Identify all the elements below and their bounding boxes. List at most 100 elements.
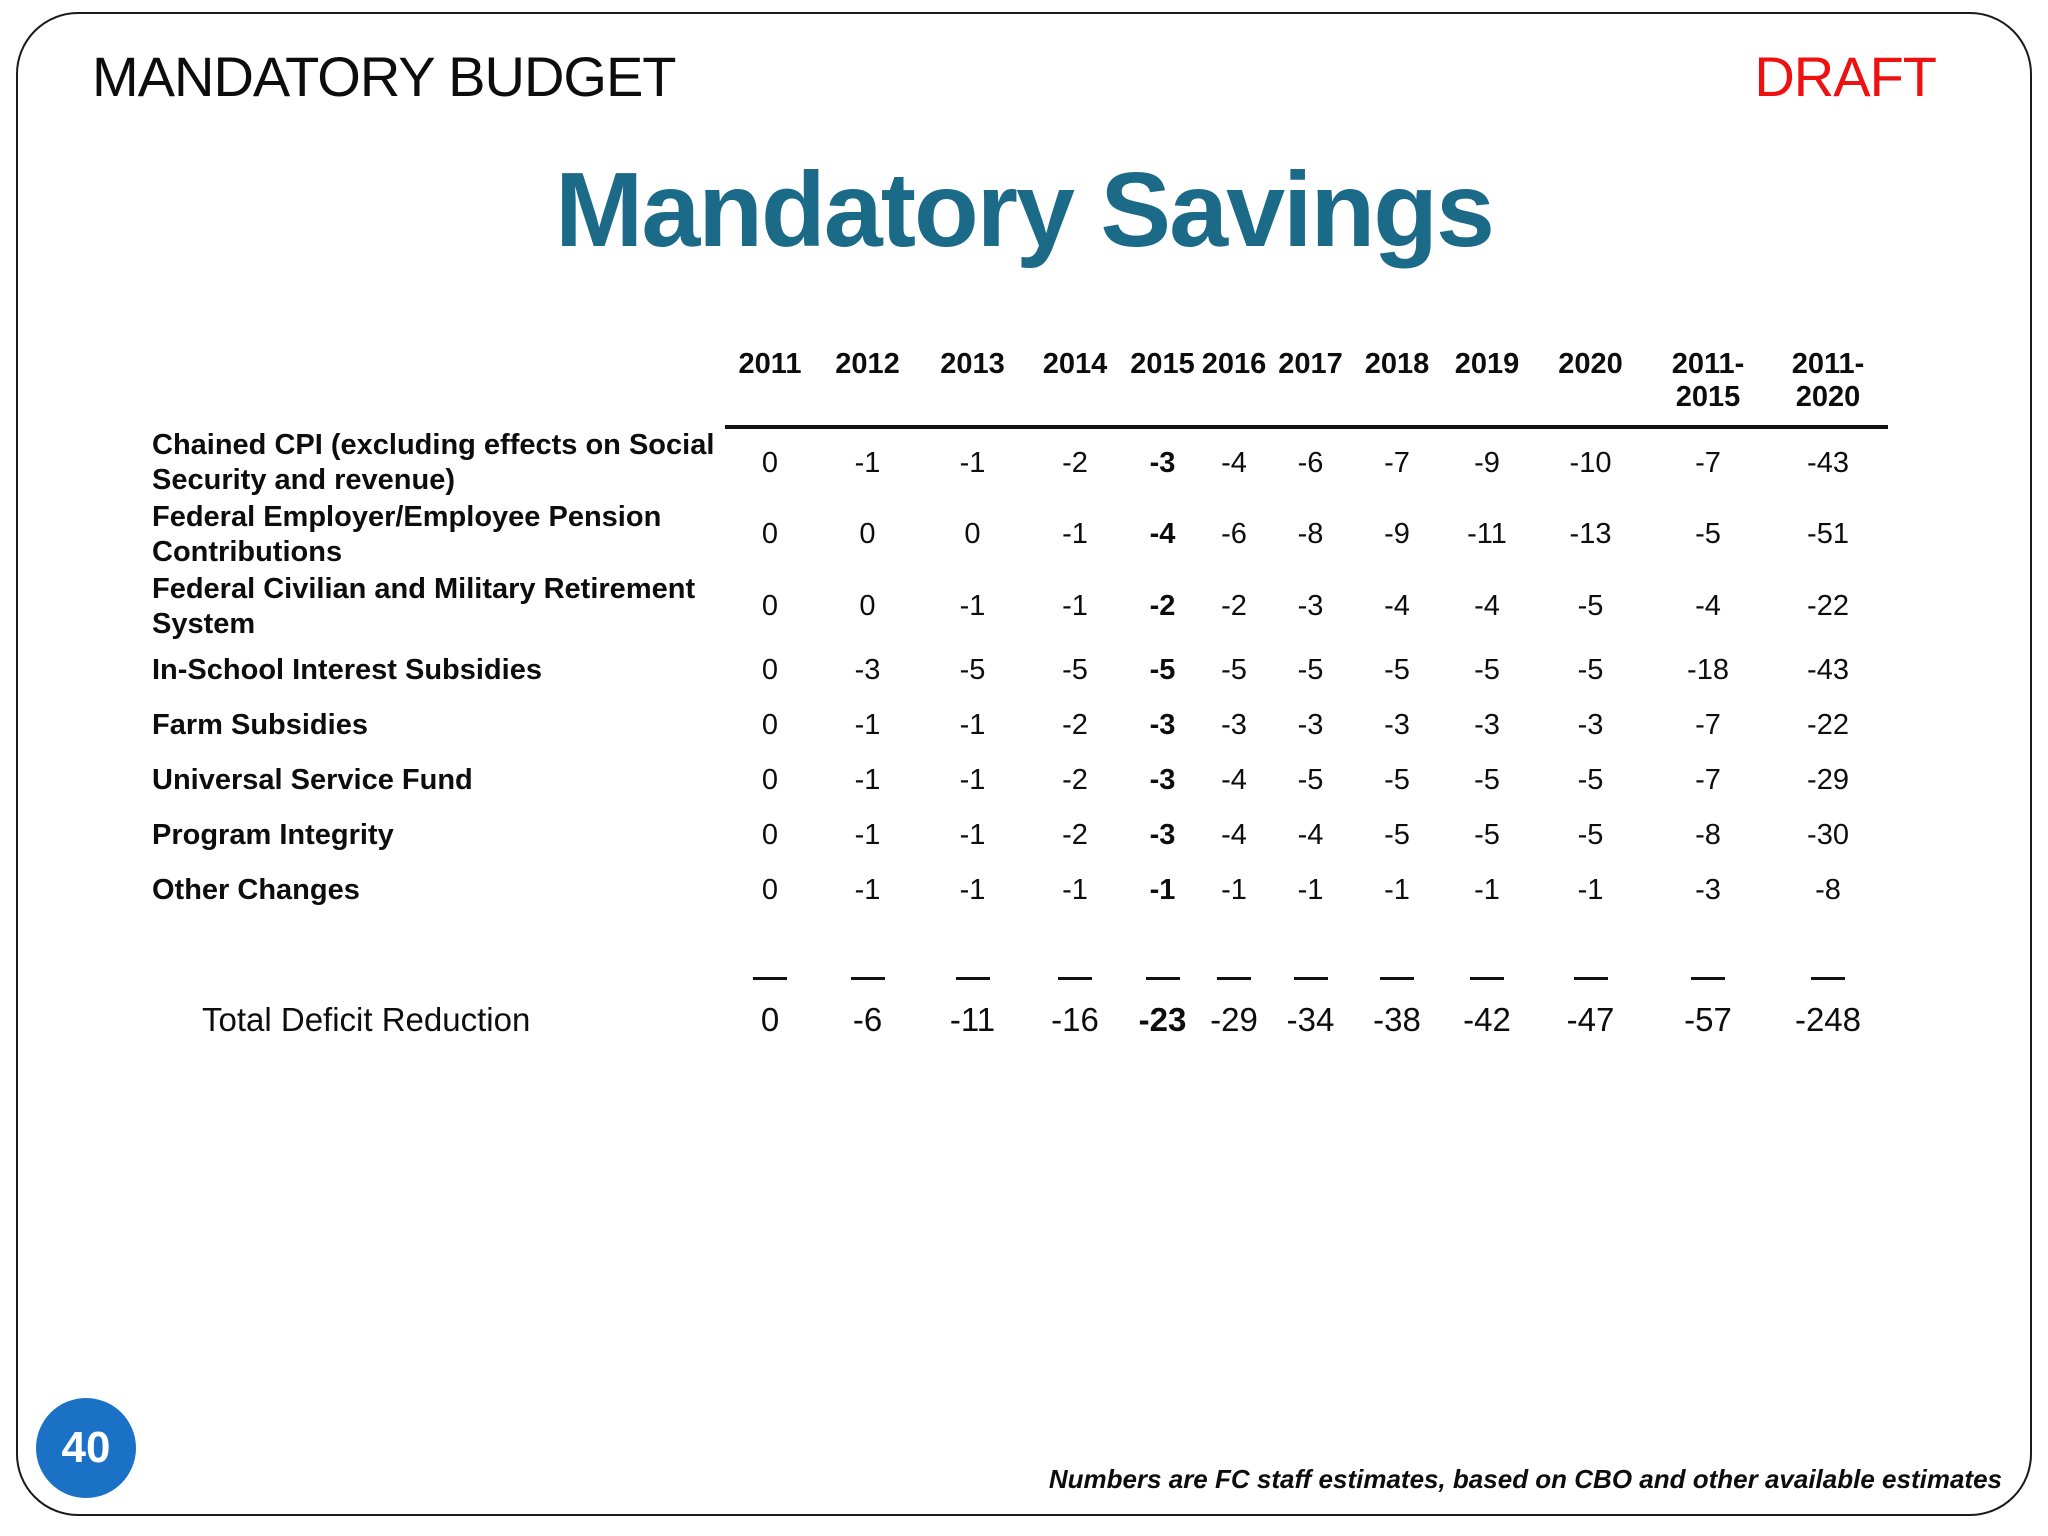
column-header: 2014 (1025, 348, 1125, 429)
cell-value: -1 (1062, 873, 1088, 906)
row-label: Program Integrity (152, 818, 394, 851)
sum-line-dash (1058, 976, 1092, 980)
total-cell-value: -6 (852, 1000, 883, 1038)
total-cell-value: -23 (1138, 1000, 1187, 1038)
table-header-row: 2011 2012 2013 2014 2015 2016 2017 2018 2019 2020… (150, 348, 1888, 429)
cell-value: -1 (854, 447, 881, 480)
cell-value: -9 (1384, 518, 1410, 551)
sum-line-dash (955, 976, 990, 980)
cell-value: -5 (1577, 590, 1604, 623)
row-label: Federal Employer/Employee Pension Contri… (152, 500, 662, 568)
cell-value: -1 (1384, 873, 1410, 906)
savings-table: 2011 2012 2013 2014 2015 2016 2017 2018 2019 2020… (150, 348, 1888, 1050)
sum-line-empty (150, 918, 725, 990)
cell-value: 0 (761, 447, 779, 480)
sum-line-cell (1025, 918, 1125, 990)
row-label: Universal Service Fund (152, 763, 473, 796)
cell-value: -8 (1695, 818, 1721, 851)
cell-value: -5 (1577, 818, 1604, 851)
cell-value: -2 (1062, 447, 1088, 480)
sum-line-dash (1145, 976, 1180, 980)
cell-value: -3 (1474, 708, 1500, 741)
table-row: In-School Interest Subsidies 0 -3 -5 -5 -5 -5 -… (150, 643, 1888, 698)
cell-value: -10 (1569, 447, 1612, 480)
sum-line-dash (1573, 976, 1608, 980)
cell-value: -5 (1221, 653, 1247, 686)
cell-value: -5 (1384, 653, 1410, 686)
cell-value: 0 (761, 590, 779, 623)
cell-value: -5 (1297, 763, 1324, 796)
cell-value: -5 (1577, 763, 1604, 796)
cell-value: -2 (1149, 590, 1176, 623)
sum-line-dash (1293, 976, 1328, 980)
sum-line-cell (815, 918, 920, 990)
column-header: 2016 (1200, 348, 1268, 429)
total-cell-value: 0 (760, 1000, 780, 1038)
row-label: Farm Subsidies (152, 708, 368, 741)
sum-line-dash (1470, 976, 1504, 980)
column-header-empty (150, 348, 725, 427)
cell-value: -1 (959, 447, 986, 480)
cell-value: -7 (1695, 447, 1721, 480)
sum-line-cell (1268, 918, 1353, 990)
cell-value: -7 (1695, 763, 1721, 796)
page-number: 40 (61, 1423, 111, 1472)
sum-line-cell (1125, 918, 1200, 990)
table-row: Federal Employer/Employee Pension Contri… (150, 499, 1888, 571)
cell-value: -30 (1807, 818, 1849, 851)
cell-value: -5 (1474, 818, 1500, 851)
cell-value: -18 (1687, 653, 1729, 686)
cell-value: -2 (1062, 708, 1088, 741)
cell-value: -43 (1807, 653, 1849, 686)
table-row: Chained CPI (excluding effects on Social… (150, 427, 1888, 499)
total-row-label: Total Deficit Reduction (202, 1000, 531, 1038)
cell-value: -1 (959, 590, 986, 623)
cell-value: -3 (1577, 708, 1604, 741)
row-label: Other Changes (152, 873, 360, 906)
table-row: Federal Civilian and Military Retirement… (150, 571, 1888, 643)
cell-value: -1 (959, 873, 986, 906)
cell-value: -1 (854, 708, 881, 741)
cell-value: -1 (1062, 518, 1088, 551)
cell-value: -4 (1695, 590, 1721, 623)
total-cell-value: -29 (1210, 1000, 1258, 1038)
cell-value: -3 (1149, 708, 1176, 741)
cell-value: -1 (854, 818, 881, 851)
cell-value: 0 (761, 708, 779, 741)
total-cell-value: -11 (949, 1000, 996, 1038)
column-header: 2019 (1441, 348, 1533, 429)
sum-line-dash (1811, 976, 1845, 980)
sum-line-cell (1353, 918, 1441, 990)
cell-value: -7 (1695, 708, 1721, 741)
cell-value: -13 (1569, 518, 1612, 551)
cell-value: -1 (1297, 873, 1324, 906)
cell-value: -3 (1695, 873, 1721, 906)
column-header: 2020 (1533, 348, 1648, 429)
cell-value: -4 (1297, 818, 1324, 851)
cell-value: -1 (1062, 590, 1088, 623)
cell-value: -3 (1149, 818, 1176, 851)
table-row: Universal Service Fund 0 -1 -1 -2 -3 -4 -5 -5 -5 -… (150, 753, 1888, 808)
cell-value: -4 (1474, 590, 1500, 623)
sum-line-cell (1441, 918, 1533, 990)
total-cell-value: -42 (1463, 1000, 1511, 1038)
cell-value: 0 (761, 518, 779, 551)
column-header: 2018 (1353, 348, 1441, 429)
cell-value: 0 (859, 590, 876, 623)
page-number-badge: 40 (36, 1398, 136, 1498)
cell-value: -3 (1384, 708, 1410, 741)
sum-line-dash (1380, 976, 1414, 980)
sum-line-cell (725, 918, 815, 990)
table-row: Farm Subsidies 0 -1 -1 -2 -3 -3 -3 -3 -3 -3 -7 -22 (150, 698, 1888, 753)
column-header: 2011-2015 (1648, 348, 1768, 429)
cell-value: -5 (1149, 653, 1176, 686)
cell-value: -22 (1807, 590, 1849, 623)
total-cell-value: -57 (1684, 1000, 1732, 1038)
column-header: 2017 (1268, 348, 1353, 429)
cell-value: -7 (1384, 447, 1410, 480)
cell-value: -51 (1807, 518, 1849, 551)
cell-value: 0 (964, 518, 981, 551)
cell-value: -2 (1062, 818, 1088, 851)
cell-value: -5 (1474, 653, 1500, 686)
